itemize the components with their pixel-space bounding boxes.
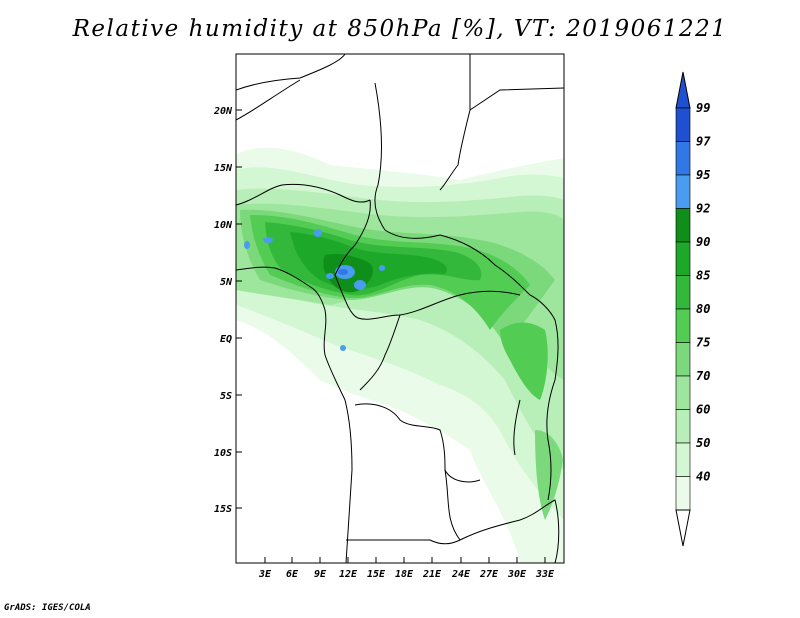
border-car: [384, 229, 531, 296]
colorbar-segment: [675, 208, 691, 243]
colorbar-under-triangle: [675, 509, 691, 547]
rh-spot-95-d: [263, 237, 273, 243]
country-borders: [236, 54, 564, 563]
colorbar-label: 92: [696, 202, 710, 216]
lon-tick-label: 33E: [535, 569, 555, 580]
lat-tick-label: 10N: [214, 220, 233, 231]
lat-tick-label: 5N: [220, 277, 233, 288]
colorbar-segment: [675, 409, 691, 444]
lat-tick-label: 5S: [220, 391, 232, 402]
colorbar-label: 50: [696, 436, 710, 450]
rh-spot-95-e: [244, 241, 250, 249]
border-east-africa: [529, 294, 559, 441]
lake-malawi: [547, 439, 552, 501]
coastline-west-africa: [236, 266, 353, 563]
colorbar-label: 75: [696, 336, 710, 350]
colorbar-segment: [675, 342, 691, 377]
lon-tick-label: 15E: [367, 569, 386, 580]
border-angola-drc: [354, 403, 481, 483]
border-sudan-south: [469, 87, 564, 111]
colorbar-segment: [675, 241, 691, 276]
rh-spot-95-f: [326, 273, 334, 279]
colorbar-label: 90: [696, 235, 710, 249]
rh-spot-95-g: [340, 345, 346, 351]
border-nigeria-north: [236, 183, 371, 206]
colorbar-label: 99: [696, 101, 710, 115]
border-sudan-west: [439, 54, 471, 191]
lon-tick-label: 12E: [339, 569, 358, 580]
border-angola-south: [346, 539, 461, 545]
lon-tick-label: 24E: [451, 569, 471, 580]
colorbar-over-triangle: [675, 71, 691, 109]
lon-tick-label: 21E: [422, 569, 442, 580]
lon-tick-label: 6E: [286, 569, 299, 580]
colorbar-segment: [675, 141, 691, 176]
lon-tick-label: 3E: [258, 569, 272, 580]
border-libya-egypt: [236, 54, 346, 91]
colorbar-legend: 99 97 95 92 90 85 80 75 70 60 50 40: [675, 71, 711, 547]
colorbar-label: 97: [696, 135, 711, 149]
lake-tanganyika: [513, 399, 521, 456]
rh-spot-95-b: [354, 280, 366, 290]
colorbar-segment: [675, 375, 691, 410]
lon-tick-label: 9E: [314, 569, 327, 580]
border-mozambique: [519, 499, 560, 563]
colorbar-segment: [675, 107, 691, 142]
border-zambia: [444, 469, 521, 541]
rh-band-east-lakes: [500, 322, 548, 400]
lat-tick-label: EQ: [220, 334, 232, 345]
border-chad: [374, 82, 386, 231]
colorbar-segment: [675, 308, 691, 343]
map-frame: [235, 53, 565, 564]
grads-footer: GrADS: IGES/COLA: [4, 603, 91, 613]
colorbar-label: 40: [696, 470, 710, 484]
border-congo-cameroon: [334, 274, 521, 320]
lon-tick-label: 30E: [507, 569, 527, 580]
colorbar-label: 85: [696, 269, 710, 283]
colorbar-segment: [675, 174, 691, 209]
colorbar-label: 70: [696, 369, 710, 383]
border-niger-algeria: [236, 79, 301, 121]
colorbar-segment: [675, 275, 691, 310]
lon-tick-label: 27E: [479, 569, 499, 580]
lon-tick-label: 18E: [395, 569, 414, 580]
colorbar-label: 80: [696, 302, 710, 316]
rh-band-south-east: [535, 430, 563, 520]
rh-spot-95-c: [314, 229, 322, 237]
colorbar-segment: [675, 442, 691, 477]
border-drc-north: [359, 314, 401, 391]
chart-title: Relative humidity at 850hPa [%], VT: 201…: [72, 16, 728, 42]
lat-tick-label: 10S: [214, 448, 232, 459]
rh-spot-97-a: [338, 269, 348, 275]
colorbar-segment: [675, 476, 691, 511]
colorbar-label: 95: [696, 168, 710, 182]
humidity-field: [236, 147, 564, 563]
border-nigeria-east: [334, 199, 371, 276]
lat-tick-label: 15S: [214, 504, 232, 515]
colorbar-label: 60: [696, 403, 710, 417]
axis-ticks: 20N 15N 10N 5N EQ 5S 10S 15S 3E 6E 9E 12E 15E 18E 21E 2…: [213, 106, 555, 580]
rh-spot-95-h: [379, 265, 385, 271]
lat-tick-label: 20N: [213, 106, 233, 117]
lat-tick-label: 15N: [214, 163, 233, 174]
